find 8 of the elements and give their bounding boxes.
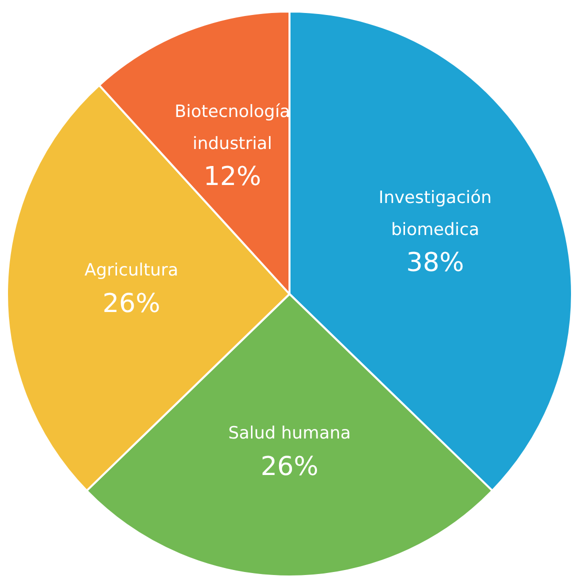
slice-label: Biotecnología industrial [174, 102, 290, 154]
data-label: 38% [406, 248, 464, 278]
slice-label: Investigación biomedica [378, 188, 492, 240]
data-label: 12% [203, 162, 262, 192]
slice-label: Agricultura [84, 260, 178, 281]
slice-label: Salud humana [228, 424, 351, 444]
data-label: 26% [102, 288, 160, 319]
data-label: 26% [260, 452, 318, 482]
